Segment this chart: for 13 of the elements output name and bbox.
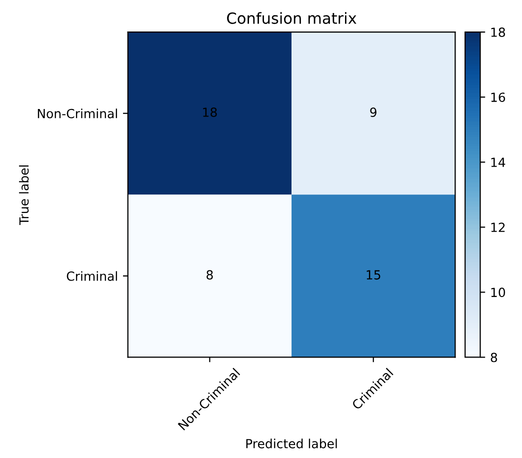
y-axis-title: True label	[19, 165, 29, 226]
color-bar-label: 10	[491, 288, 506, 298]
data-label: 18	[203, 108, 217, 117]
color-bar-label: 8	[490, 352, 498, 362]
color-bar-label: 18	[491, 28, 506, 37]
color-bar-label: 16	[491, 92, 506, 102]
data-label: 15	[366, 270, 380, 280]
color-bar-label: 12	[491, 222, 505, 232]
chart-title: Confusion matrix	[227, 12, 356, 24]
color-bar-label: 14	[491, 158, 506, 167]
x-axis-title: Predicted label	[246, 438, 337, 448]
data-label: 8	[206, 270, 213, 280]
data-label: 9	[370, 108, 376, 117]
